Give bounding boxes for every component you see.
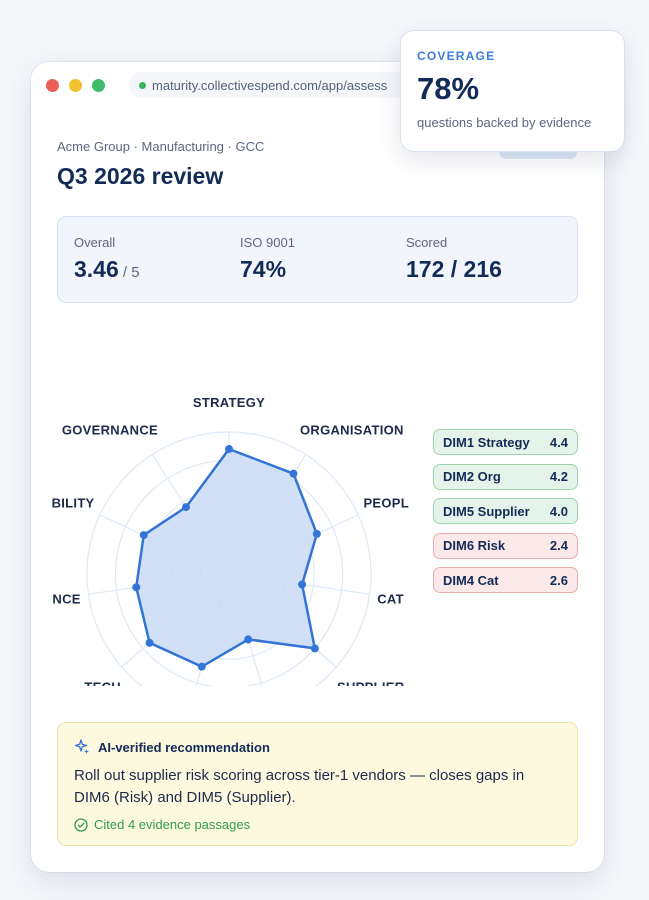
coverage-value: 78% bbox=[417, 71, 480, 106]
close-window-button[interactable] bbox=[46, 78, 59, 92]
maximize-window-button[interactable] bbox=[92, 78, 105, 92]
stat-overall-value: 3.46 / 5 bbox=[74, 256, 140, 282]
recommendation-card: AI-verified recommendation Roll out supp… bbox=[57, 722, 578, 846]
dimension-chip[interactable]: DIM2 Org 4.2 bbox=[433, 463, 578, 490]
check-circle-icon bbox=[74, 817, 88, 832]
dimension-chip-label: DIM6 Risk bbox=[443, 538, 506, 553]
app-window: maturity.collectivespend.com/app/assess … bbox=[31, 62, 604, 872]
radar-axis-label: GOVERNANCE bbox=[62, 422, 158, 437]
coverage-label: COVERAGE bbox=[417, 49, 496, 63]
radar-point[interactable] bbox=[197, 662, 206, 671]
address-bar[interactable]: maturity.collectivespend.com/app/assess bbox=[129, 72, 429, 98]
recommendation-header: AI-verified recommendation bbox=[74, 739, 561, 755]
sparkle-icon bbox=[74, 739, 89, 754]
breadcrumb: Acme Group · Manufacturing · GCC bbox=[57, 139, 265, 154]
url-text: maturity.collectivespend.com/app/assess bbox=[152, 77, 388, 93]
stat-overall-suffix: / 5 bbox=[118, 264, 140, 281]
dimension-chip-label: DIM5 Supplier bbox=[443, 503, 530, 519]
secure-connection-icon bbox=[139, 81, 146, 89]
recommendation-heading: AI-verified recommendation bbox=[98, 739, 270, 755]
radar-axis-label: CAT bbox=[377, 591, 404, 606]
stats-panel: Overall 3.46 / 5 ISO 9001 74% Scored 172… bbox=[57, 216, 578, 303]
window-titlebar: maturity.collectivespend.com/app/assess bbox=[31, 62, 604, 108]
stat-iso-value: 74% bbox=[240, 256, 287, 282]
dimension-chip-label: DIM1 Strategy bbox=[443, 434, 530, 450]
radar-point[interactable] bbox=[298, 580, 307, 589]
radar-point[interactable] bbox=[145, 638, 154, 647]
stat-iso-label: ISO 9001 bbox=[240, 235, 295, 250]
dimension-chip[interactable]: DIM6 Risk 2.4 bbox=[433, 532, 578, 559]
dimension-chip[interactable]: DIM1 Strategy 4.4 bbox=[433, 429, 578, 455]
radar-axis-label: BILITY bbox=[52, 496, 95, 511]
radar-score-area bbox=[134, 447, 319, 668]
stat-scored-value: 172 / 216 bbox=[406, 256, 502, 282]
dimension-chip[interactable]: DIM4 Cat 2.6 bbox=[433, 567, 578, 593]
radar-point[interactable] bbox=[225, 445, 233, 454]
radar-axis-label: NCE bbox=[52, 591, 80, 606]
radar-axis-label: TECH bbox=[84, 680, 121, 686]
page-title: Q3 2026 review bbox=[57, 163, 224, 189]
dimension-chip-score: 4.4 bbox=[549, 434, 568, 450]
minimize-window-button[interactable] bbox=[69, 78, 82, 92]
radar-point[interactable] bbox=[182, 503, 191, 512]
stat-scored: Scored 172 / 216 bbox=[406, 235, 502, 283]
radar-point[interactable] bbox=[310, 644, 319, 653]
radar-point[interactable] bbox=[244, 635, 253, 644]
radar-axis-label: SUPPLIER bbox=[337, 680, 405, 686]
radar-point[interactable] bbox=[132, 583, 141, 592]
dimension-chip-score: 2.6 bbox=[549, 572, 568, 588]
dimension-chip-score: 2.4 bbox=[549, 538, 568, 553]
radar-point[interactable] bbox=[289, 469, 298, 478]
dimension-chip-score: 4.0 bbox=[549, 503, 568, 519]
stat-iso: ISO 9001 74% bbox=[240, 235, 295, 283]
radar-axis-label: PEOPL bbox=[363, 496, 409, 511]
dimension-chip-label: DIM2 Org bbox=[443, 469, 501, 484]
radar-axis-label: STRATEGY bbox=[193, 395, 265, 410]
stat-scored-label: Scored bbox=[406, 235, 448, 250]
dimension-chip-score: 4.2 bbox=[549, 469, 568, 484]
coverage-caption: questions backed by evidence bbox=[417, 115, 592, 130]
dimension-chip[interactable]: DIM5 Supplier 4.0 bbox=[433, 498, 578, 524]
stat-overall-label: Overall bbox=[74, 235, 116, 250]
citation-text: Cited 4 evidence passages bbox=[94, 817, 251, 832]
stat-overall: Overall 3.46 / 5 bbox=[74, 235, 140, 283]
dimension-chip-label: DIM4 Cat bbox=[443, 572, 499, 588]
coverage-card: COVERAGE 78% questions backed by evidenc… bbox=[400, 30, 625, 152]
citation-link[interactable]: Cited 4 evidence passages bbox=[74, 817, 561, 832]
radar-point[interactable] bbox=[139, 531, 148, 540]
radar-point[interactable] bbox=[312, 529, 321, 538]
radar-axis-label: ORGANISATION bbox=[300, 422, 404, 437]
recommendation-body: Roll out supplier risk scoring across ti… bbox=[74, 767, 525, 806]
radar-chart: STRATEGYORGANISATIONPEOPLCATSUPPLIERRISK… bbox=[52, 395, 409, 686]
